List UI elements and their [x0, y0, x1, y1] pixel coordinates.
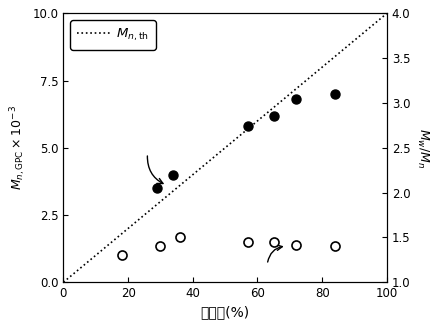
Legend: $M_{n,\mathrm{th}}$: $M_{n,\mathrm{th}}$	[70, 20, 155, 50]
Y-axis label: $M_w/M_n$: $M_w/M_n$	[414, 128, 430, 168]
X-axis label: 转化率(%): 转化率(%)	[201, 306, 250, 320]
Y-axis label: $M_{n,\mathrm{GPC}}\times10^{-3}$: $M_{n,\mathrm{GPC}}\times10^{-3}$	[8, 105, 28, 190]
